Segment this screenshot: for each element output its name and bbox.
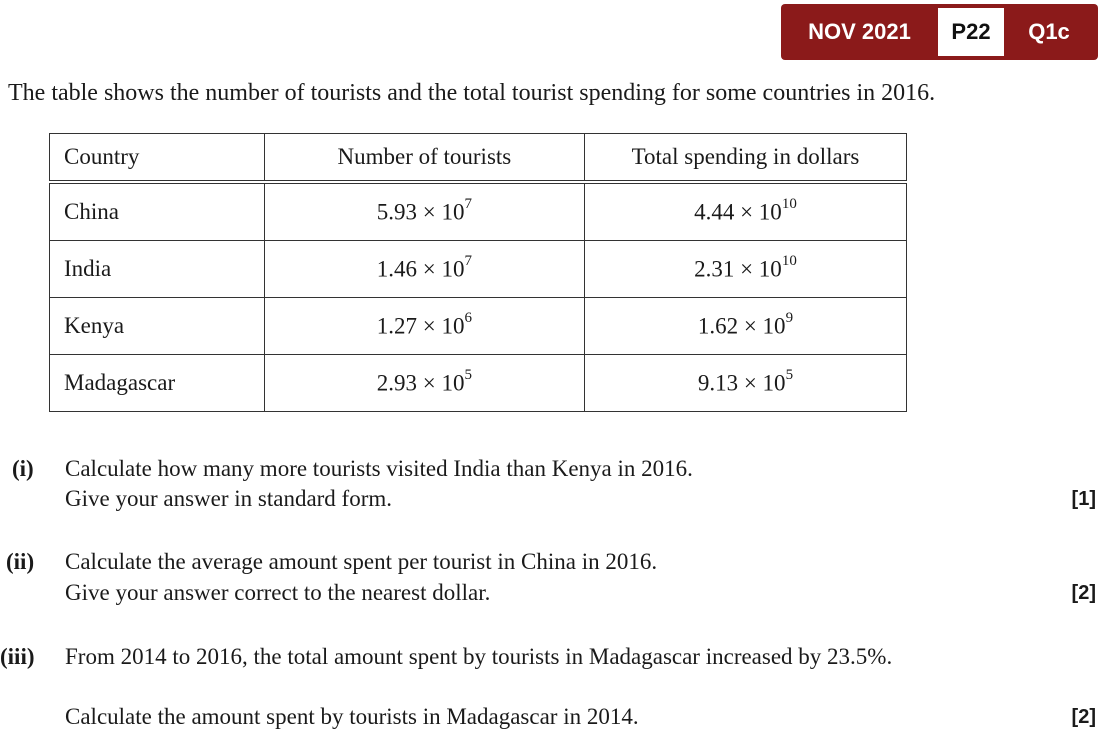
number-cell: 2.93 × 105 [263, 354, 585, 412]
number-cell: 4.44 × 1010 [583, 181, 908, 241]
column-header: Country [49, 133, 265, 184]
table-row: China 5.93 × 107 4.44 × 1010 [49, 181, 908, 241]
marks: [2] [1071, 706, 1096, 728]
question-text: Give your answer correct to the nearest … [65, 580, 491, 605]
question-badge: NOV 2021 P22 Q1c [781, 4, 1098, 60]
exponent: 5 [785, 366, 794, 383]
mantissa: 1.27 × 10 [376, 313, 465, 339]
paper: P22 [938, 8, 1004, 56]
intro: The table shows the number of tourists a… [8, 80, 936, 106]
marks: [1] [1071, 488, 1096, 510]
exponent: 7 [464, 252, 472, 269]
mantissa: 2.93 × 10 [376, 370, 465, 396]
exponent: 7 [464, 195, 472, 212]
exponent: 10 [781, 195, 797, 212]
number-cell: 5.93 × 107 [263, 181, 585, 241]
question-text: Calculate how many more tourists visited… [65, 456, 693, 481]
number-cell: 2.31 × 1010 [583, 240, 908, 298]
table-row: Madagascar 2.93 × 105 9.13 × 105 [49, 354, 908, 412]
question-text: From 2014 to 2016, the total amount spen… [65, 644, 893, 669]
country-cell: Madagascar [49, 354, 265, 412]
question-number: Q1c [1028, 19, 1070, 44]
exponent: 9 [785, 309, 794, 326]
mantissa: 1.62 × 10 [697, 313, 786, 339]
question-text: Give your answer in standard form. [65, 486, 393, 511]
question-text: Calculate the average amount spent per t… [65, 549, 658, 574]
session: NOV 2021 [808, 19, 911, 44]
question-label: (iii) [0, 644, 35, 669]
country-cell: China [49, 181, 265, 241]
exponent: 5 [464, 366, 472, 383]
column-header: Number of tourists [263, 133, 585, 184]
number-cell: 1.46 × 107 [263, 240, 585, 298]
number-cell: 9.13 × 105 [583, 354, 908, 412]
table-row: Kenya 1.27 × 106 1.62 × 109 [49, 297, 908, 355]
question-label: (i) [12, 456, 34, 481]
mantissa: 5.93 × 10 [376, 199, 465, 225]
header-row: Country Number of tourists Total spending … [49, 133, 908, 184]
question-label: (ii) [6, 549, 35, 574]
country-cell: Kenya [49, 297, 265, 355]
number-cell: 1.27 × 106 [263, 297, 585, 355]
column-header: Total spending in dollars [583, 133, 908, 184]
exponent: 6 [464, 309, 472, 326]
exponent: 10 [781, 252, 797, 269]
mantissa: 2.31 × 10 [694, 256, 782, 282]
mantissa: 4.44 × 10 [694, 199, 782, 225]
number-cell: 1.62 × 109 [583, 297, 908, 355]
mantissa: 1.46 × 10 [376, 256, 465, 282]
mantissa: 9.13 × 10 [697, 370, 786, 396]
data-table: Country Number of tourists Total spending … [49, 133, 908, 412]
question-text: Calculate the amount spent by tourists i… [65, 704, 639, 729]
country-cell: India [49, 240, 265, 298]
marks: [2] [1071, 582, 1096, 604]
table-row: India 1.46 × 107 2.31 × 1010 [49, 240, 908, 298]
